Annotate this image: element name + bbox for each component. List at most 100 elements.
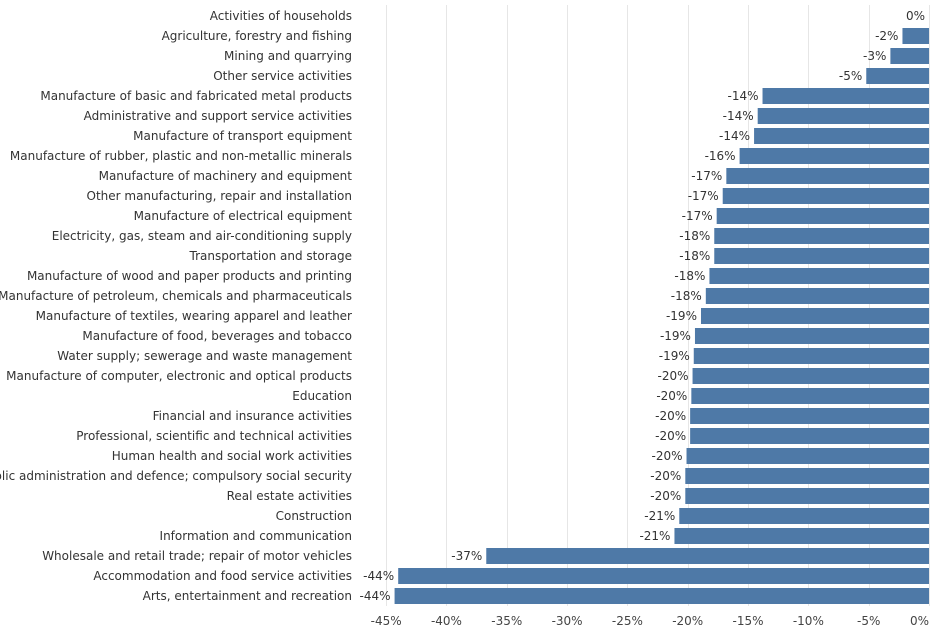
category-label: Manufacture of wood and paper products a… <box>27 269 352 283</box>
value-label: -19% <box>660 329 691 343</box>
value-labels: 0% -2% -3%-5% -14% -14% -14% -16% -17% -17% -17% -… <box>360 9 925 603</box>
bar <box>714 228 929 244</box>
value-label: -18% <box>679 229 710 243</box>
value-label: -20% <box>655 429 686 443</box>
category-label: Education <box>292 389 352 403</box>
x-axis: -45% -40% -35% -30% -25% -20% -15% -10% -5% 0% <box>371 614 929 628</box>
bar <box>679 508 929 524</box>
x-tick-label: -45% <box>371 614 402 628</box>
value-label: -2% <box>875 29 898 43</box>
category-label: Information and communication <box>160 529 352 543</box>
category-label: Real estate activities <box>227 489 352 503</box>
category-label: Water supply; sewerage and waste managem… <box>57 349 352 363</box>
bar <box>754 128 929 144</box>
bar <box>700 308 929 324</box>
grid-lines <box>386 5 930 606</box>
category-label: Manufacture of electrical equipment <box>134 209 353 223</box>
bar <box>762 88 929 104</box>
category-label: Financial and insurance activities <box>153 409 352 423</box>
bar <box>726 168 929 184</box>
value-label: -18% <box>679 249 710 263</box>
category-label: Electricity, gas, steam and air-conditio… <box>52 229 352 243</box>
value-label: -21% <box>639 529 670 543</box>
value-label: -20% <box>652 449 683 463</box>
x-tick-label: -25% <box>612 614 643 628</box>
value-label: -17% <box>691 169 722 183</box>
bar <box>714 248 929 264</box>
x-tick-label: -40% <box>431 614 462 628</box>
bar <box>866 68 929 84</box>
x-tick-label: 0% <box>910 614 929 628</box>
value-label: -21% <box>644 509 675 523</box>
value-label: -20% <box>650 489 681 503</box>
category-label: Manufacture of basic and fabricated meta… <box>40 89 352 103</box>
value-label: -20% <box>658 369 689 383</box>
category-label: Transportation and storage <box>189 249 352 263</box>
bar <box>690 428 929 444</box>
category-label: Manufacture of machinery and equipment <box>99 169 353 183</box>
category-label: Human health and social work activities <box>112 449 352 463</box>
value-label: -14% <box>723 109 754 123</box>
category-label: Wholesale and retail trade; repair of mo… <box>42 549 352 563</box>
value-label: 0% <box>906 9 925 23</box>
x-tick-label: -20% <box>672 614 703 628</box>
bar <box>685 488 929 504</box>
category-label: Administrative and support service activ… <box>84 109 352 123</box>
bar <box>686 448 929 464</box>
value-label: -20% <box>650 469 681 483</box>
bar <box>890 48 929 64</box>
category-label: Public administration and defence; compu… <box>0 469 352 483</box>
x-tick-label: -35% <box>491 614 522 628</box>
value-label: -14% <box>719 129 750 143</box>
value-label: -18% <box>671 289 702 303</box>
category-label: Accommodation and food service activitie… <box>93 569 352 583</box>
category-label: Other service activities <box>213 69 352 83</box>
x-tick-label: -5% <box>857 614 880 628</box>
bar <box>690 408 929 424</box>
bar <box>674 528 929 544</box>
bars <box>394 28 929 604</box>
bar <box>692 368 929 384</box>
value-label: -3% <box>863 49 886 63</box>
bar <box>694 328 929 344</box>
category-label: Arts, entertainment and recreation <box>143 589 352 603</box>
category-label: Manufacture of food, beverages and tobac… <box>82 329 352 343</box>
bar <box>394 588 929 604</box>
x-tick-label: -15% <box>733 614 764 628</box>
value-label: -44% <box>360 589 391 603</box>
bar <box>705 288 929 304</box>
value-label: -5% <box>839 69 862 83</box>
category-label: Manufacture of computer, electronic and … <box>6 369 352 383</box>
bar <box>685 468 929 484</box>
x-tick-label: -10% <box>793 614 824 628</box>
bar <box>902 28 929 44</box>
bar <box>693 348 929 364</box>
category-label: Mining and quarrying <box>224 49 352 63</box>
category-label: Manufacture of petroleum, chemicals and … <box>0 289 352 303</box>
value-label: -20% <box>655 409 686 423</box>
value-label: -44% <box>363 569 394 583</box>
value-label: -17% <box>688 189 719 203</box>
value-label: -19% <box>666 309 697 323</box>
value-label: -18% <box>674 269 705 283</box>
category-label: Agriculture, forestry and fishing <box>162 29 352 43</box>
category-label: Professional, scientific and technical a… <box>76 429 352 443</box>
value-label: -17% <box>682 209 713 223</box>
bar <box>486 548 929 564</box>
value-label: -14% <box>728 89 759 103</box>
category-label: Manufacture of transport equipment <box>133 129 352 143</box>
bar <box>691 388 929 404</box>
category-label: Construction <box>276 509 352 523</box>
category-label: Activities of households <box>210 9 352 23</box>
value-label: -16% <box>705 149 736 163</box>
bar <box>757 108 929 124</box>
bar <box>722 188 929 204</box>
value-label: -19% <box>659 349 690 363</box>
bar <box>398 568 929 584</box>
category-label: Other manufacturing, repair and installa… <box>87 189 353 203</box>
bar <box>739 148 929 164</box>
bar <box>709 268 929 284</box>
category-labels: Activities of households Agriculture, for… <box>0 9 352 603</box>
bar <box>716 208 929 224</box>
category-label: Manufacture of textiles, wearing apparel… <box>36 309 352 323</box>
